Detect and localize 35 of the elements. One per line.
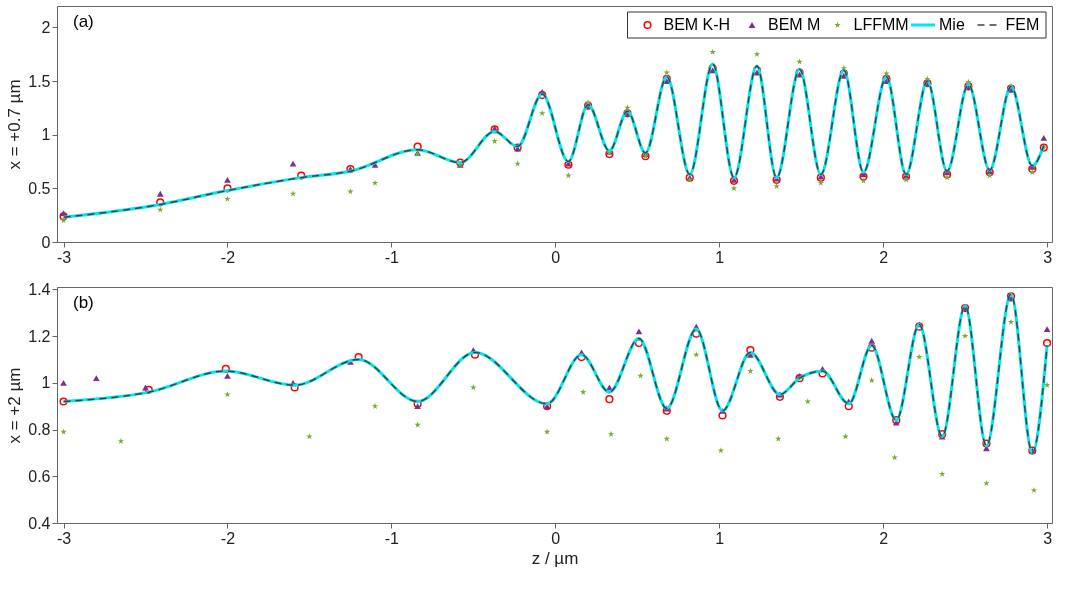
- x-tick-label: -3: [56, 529, 72, 547]
- y-axis-title: x = +2 µm: [5, 367, 25, 444]
- x-tick-label: 3: [1043, 248, 1053, 266]
- y-axis-title: x = +0.7 µm: [5, 79, 25, 170]
- x-tick-label: 1: [715, 529, 725, 547]
- y-tick-label: 0.5: [28, 179, 51, 197]
- x-tick-label: -1: [384, 529, 400, 547]
- x-tick-label: 0: [551, 248, 561, 266]
- x-tick-label: -1: [384, 248, 400, 266]
- y-tick-label: 0: [41, 233, 51, 251]
- y-tick-label: 1.2: [28, 327, 51, 345]
- y-tick-label: 0.6: [28, 467, 51, 485]
- x-axis-title: z / µm: [531, 548, 579, 568]
- legend-label: LFFMM: [853, 16, 909, 33]
- y-tick-label: 1: [41, 126, 51, 144]
- x-tick-label: 2: [879, 248, 889, 266]
- x-tick-label: 2: [879, 529, 889, 547]
- x-tick-label: -2: [220, 529, 236, 547]
- annotation: (a): [73, 12, 94, 31]
- legend-label: Mie: [939, 16, 965, 33]
- y-tick-label: 2: [41, 18, 51, 36]
- legend-label: BEM K-H: [663, 16, 731, 33]
- x-tick-label: -2: [220, 248, 236, 266]
- x-tick-label: 3: [1043, 529, 1053, 547]
- x-tick-label: -3: [56, 248, 72, 266]
- annotation: (b): [73, 293, 94, 312]
- y-tick-label: 0.8: [28, 421, 51, 439]
- x-tick-label: 1: [715, 248, 725, 266]
- legend-label: FEM: [1005, 16, 1040, 33]
- y-tick-label: 0.4: [28, 514, 51, 532]
- y-tick-label: 1.4: [28, 280, 51, 298]
- y-tick-label: 1.5: [28, 72, 51, 90]
- y-tick-label: 1: [41, 374, 51, 392]
- legend-label: BEM M: [768, 16, 821, 33]
- x-tick-label: 0: [551, 529, 561, 547]
